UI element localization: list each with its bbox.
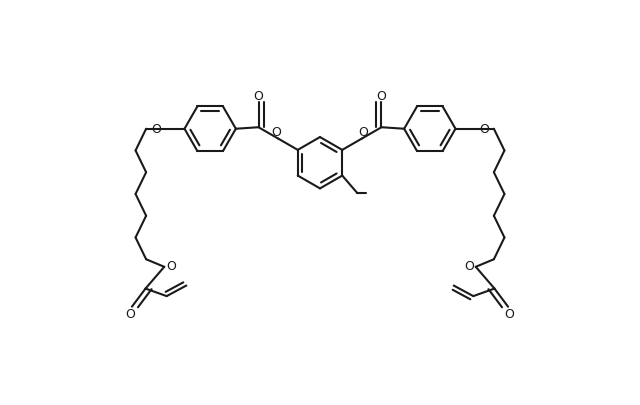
Text: O: O bbox=[253, 90, 264, 103]
Text: O: O bbox=[272, 126, 282, 139]
Text: O: O bbox=[505, 307, 515, 320]
Text: O: O bbox=[358, 126, 368, 139]
Text: O: O bbox=[166, 259, 176, 272]
Text: O: O bbox=[479, 123, 489, 136]
Text: O: O bbox=[151, 123, 161, 136]
Text: O: O bbox=[125, 307, 135, 320]
Text: O: O bbox=[464, 259, 474, 272]
Text: O: O bbox=[376, 90, 387, 103]
